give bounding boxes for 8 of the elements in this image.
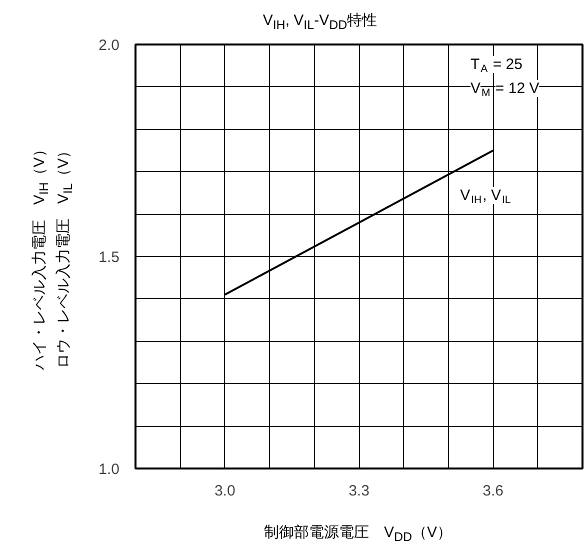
x-tick-label: 3.0 [214,482,236,500]
x-axis-title: 制御部電源電圧 V$_{DD}$（V） [262,523,454,546]
chart-title: V$_{IH}$, V$_{IL}$-V$_{DD}$特性 [262,11,378,34]
y-tick-label: 2.0 [98,37,120,54]
x-tick-label: 3.3 [348,482,370,500]
x-tick-label: 3.6 [482,482,504,500]
y-tick-label: 1.5 [98,249,120,266]
y-tick-label: 1.0 [98,461,120,478]
